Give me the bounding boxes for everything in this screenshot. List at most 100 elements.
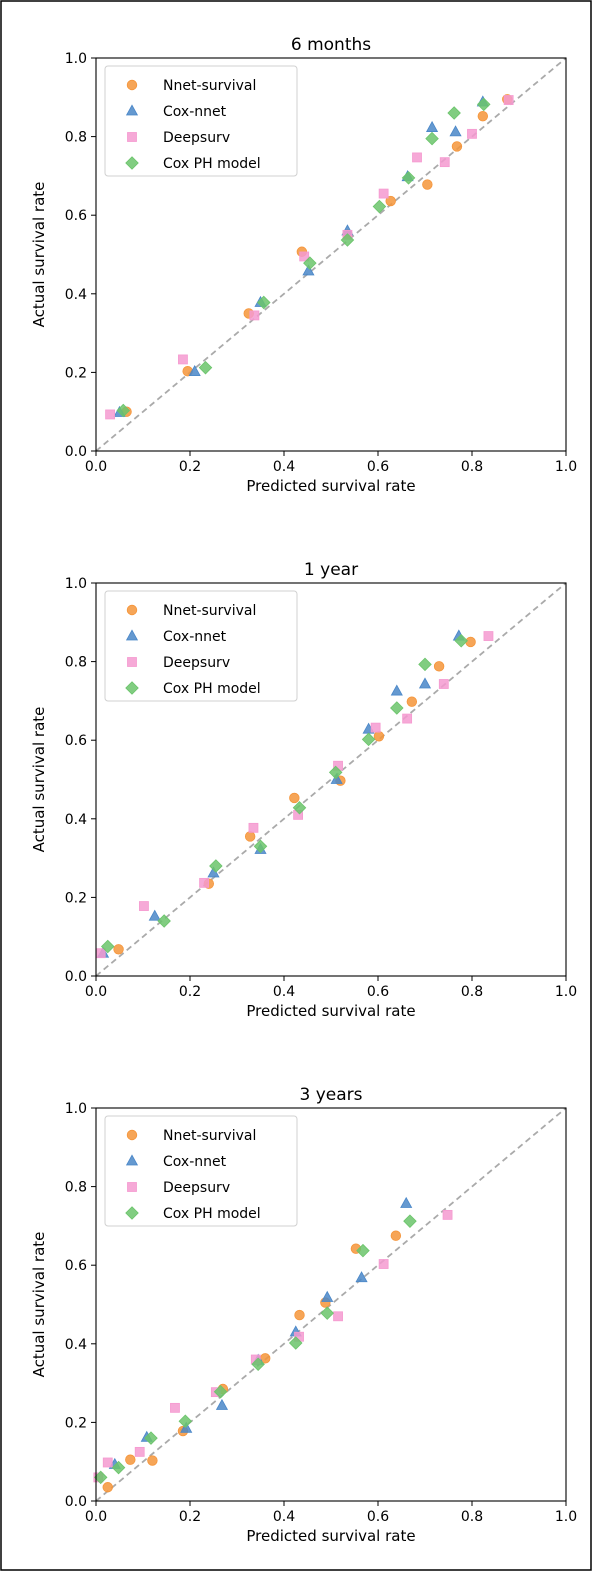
y-tick-label: 0.4 <box>65 812 87 828</box>
data-point <box>476 97 491 112</box>
data-point <box>390 684 403 696</box>
data-point <box>111 1460 126 1475</box>
data-point <box>385 195 396 207</box>
y-tick-label: 0.0 <box>65 444 87 460</box>
chart-panel-2: 1 year 0.0 0.2 0.4 0.6 0.8 1.0 0.0 0.2 0.4 0.6 0.8 1… <box>30 560 577 1020</box>
x-tick-label: 0.6 <box>367 984 389 1000</box>
data-point <box>425 120 439 132</box>
data-point <box>418 657 432 672</box>
data-point <box>328 765 343 780</box>
data-point <box>178 354 188 365</box>
data-point <box>451 141 463 152</box>
data-point <box>244 831 256 842</box>
legend-marker <box>125 1154 139 1166</box>
data-point <box>209 859 223 873</box>
y-axis-label: Actual survival rate <box>30 707 48 853</box>
legend-entry-label: Nnet-survival <box>163 1128 256 1144</box>
data-point <box>251 1357 265 1372</box>
y-tick-label: 0.8 <box>65 655 87 671</box>
legend-marker <box>126 79 138 91</box>
x-tick-label: 0.2 <box>179 1509 201 1525</box>
data-point <box>503 95 514 105</box>
chart-title: 1 year <box>304 560 358 580</box>
legend-marker <box>127 657 137 667</box>
data-point <box>178 1414 193 1428</box>
data-point <box>447 106 461 120</box>
legend-marker <box>126 1129 138 1141</box>
y-tick-label: 0.0 <box>65 1494 87 1510</box>
data-point <box>144 1431 158 1445</box>
chart-title: 6 months <box>291 35 371 55</box>
legend-marker <box>127 1182 137 1192</box>
data-point <box>180 1421 193 1433</box>
data-point <box>356 1243 370 1258</box>
x-axis-label: Predicted survival rate <box>246 477 415 495</box>
x-tick-label: 1.0 <box>555 459 577 475</box>
data-point <box>454 634 468 648</box>
y-tick-label: 1.0 <box>65 51 87 67</box>
y-tick-label: 0.4 <box>65 1337 87 1353</box>
legend: Nnet-survival Cox-nnet Deepsurv Cox PH mode… <box>104 65 298 177</box>
series-cox-ph-model <box>100 634 468 954</box>
y-tick-label: 0.2 <box>65 890 87 906</box>
series-deepsurv <box>105 95 514 420</box>
data-point <box>134 1446 145 1457</box>
legend-marker <box>125 629 139 641</box>
data-point <box>303 256 317 270</box>
x-tick-label: 0.2 <box>179 459 201 475</box>
data-point <box>147 1455 158 1466</box>
data-point <box>320 1306 335 1320</box>
legend-entry-label: Deepsurv <box>163 655 230 671</box>
data-point <box>467 128 477 139</box>
legend-marker <box>127 132 137 142</box>
plot-frame <box>95 1107 567 1502</box>
legend-marker <box>125 1206 139 1220</box>
data-point <box>400 1196 413 1208</box>
chart-title: 3 years <box>299 1085 362 1105</box>
data-point <box>100 939 115 954</box>
data-point <box>333 1311 343 1322</box>
data-point <box>188 364 201 377</box>
data-point <box>139 901 149 911</box>
data-point <box>439 157 450 168</box>
data-point <box>355 1271 368 1283</box>
data-point <box>102 1457 113 1468</box>
data-point <box>418 677 432 689</box>
legend: Nnet-survival Cox-nnet Deepsurv Cox PH mode… <box>104 590 298 702</box>
y-tick-label: 0.8 <box>65 1180 87 1196</box>
data-point <box>113 944 124 955</box>
data-point <box>390 1230 402 1241</box>
legend-entry-label: Cox PH model <box>163 156 261 172</box>
data-point <box>148 909 161 921</box>
reference-line <box>95 582 567 977</box>
data-point <box>330 772 343 784</box>
series-cox-ph-model <box>93 1214 417 1485</box>
data-point <box>249 310 260 321</box>
data-point <box>257 295 271 310</box>
x-tick-label: 0.2 <box>179 984 201 1000</box>
plot-frame <box>95 57 567 452</box>
data-point <box>253 839 268 854</box>
data-point <box>105 409 115 420</box>
data-point <box>403 1214 417 1228</box>
data-point <box>213 1384 228 1399</box>
x-tick-label: 0.4 <box>273 984 295 1000</box>
data-point <box>370 722 381 733</box>
data-point <box>102 1482 113 1493</box>
data-point <box>299 251 310 262</box>
data-point <box>93 1470 108 1485</box>
legend-entry-label: Cox-nnet <box>163 1154 227 1170</box>
reference-line <box>95 1107 567 1502</box>
legend-entry-label: Cox PH model <box>163 681 261 697</box>
x-axis-label: Predicted survival rate <box>246 1527 415 1545</box>
y-tick-label: 0.2 <box>65 1415 87 1431</box>
data-point <box>292 801 307 815</box>
data-point <box>412 152 422 163</box>
legend-entry-label: Cox-nnet <box>163 629 227 645</box>
y-axis-label: Actual survival rate <box>30 182 48 328</box>
data-point <box>95 948 106 959</box>
data-point <box>442 1209 453 1220</box>
data-point <box>361 732 376 747</box>
series-cox-ph-model <box>116 97 491 418</box>
